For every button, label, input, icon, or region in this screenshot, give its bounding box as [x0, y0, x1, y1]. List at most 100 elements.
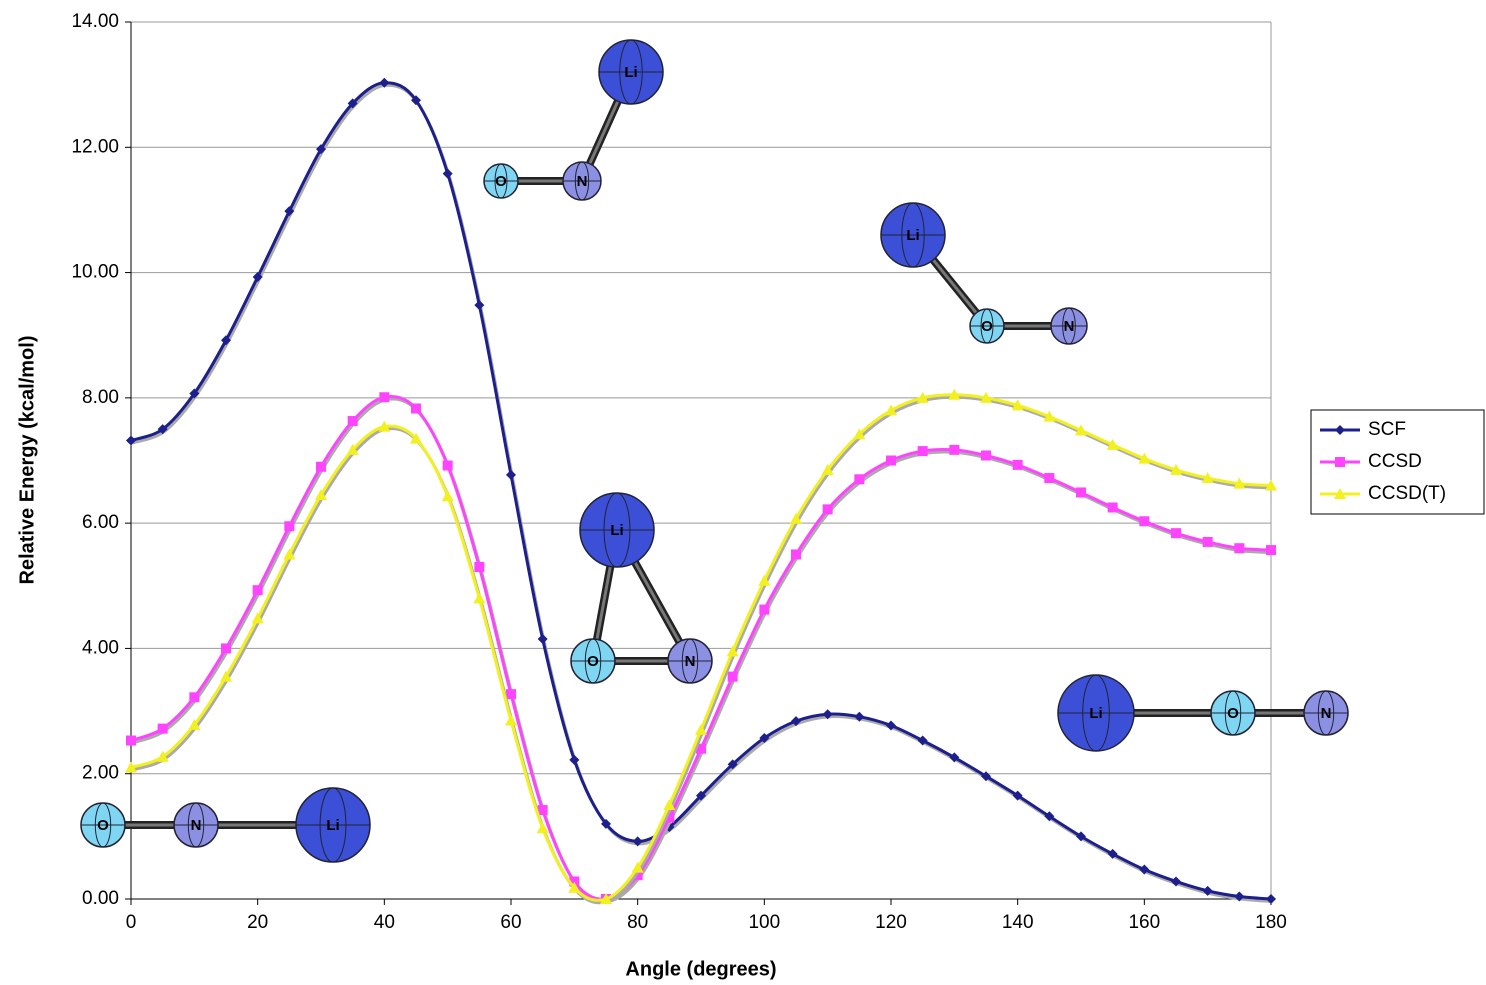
marker	[1107, 848, 1118, 859]
marker	[695, 723, 707, 735]
marker	[1171, 876, 1181, 887]
marker	[188, 718, 201, 730]
marker	[696, 743, 706, 754]
marker	[379, 77, 390, 88]
marker	[759, 733, 770, 744]
marker	[378, 420, 391, 432]
y-tick-label: 0.00	[82, 888, 119, 909]
marker	[1012, 459, 1023, 470]
marker	[221, 335, 231, 346]
marker	[474, 561, 485, 572]
marker	[283, 548, 296, 560]
x-tick-label: 40	[374, 912, 395, 933]
marker	[284, 206, 295, 217]
atom-label: O	[97, 817, 109, 834]
marker	[347, 416, 358, 427]
x-tick-label: 160	[1128, 912, 1160, 933]
marker	[537, 805, 548, 816]
atom-label: Li	[906, 227, 919, 244]
atom-label: O	[1227, 705, 1239, 722]
marker	[157, 723, 168, 734]
marker	[949, 752, 960, 763]
marker	[1202, 536, 1213, 547]
legend-label: CCSD(T)	[1368, 483, 1446, 504]
atom-label: O	[981, 318, 993, 335]
marker	[821, 463, 834, 475]
marker	[1171, 528, 1181, 539]
marker	[473, 592, 486, 604]
y-tick-label: 10.00	[71, 262, 119, 283]
marker	[631, 861, 644, 873]
marker	[410, 432, 422, 444]
molecule: O N Li	[483, 39, 664, 201]
x-tick-label: 60	[500, 912, 521, 933]
marker	[853, 428, 866, 440]
atom-label: N	[1064, 318, 1075, 335]
marker	[157, 424, 168, 435]
marker	[822, 709, 833, 720]
marker	[1044, 811, 1055, 822]
marker	[189, 388, 200, 399]
y-tick-label: 6.00	[82, 512, 119, 533]
marker	[664, 812, 675, 823]
marker	[1266, 894, 1276, 904]
marker	[189, 692, 200, 703]
marker	[1138, 452, 1151, 464]
marker	[885, 404, 897, 416]
marker	[221, 643, 231, 654]
marker	[284, 521, 295, 532]
marker	[568, 881, 581, 893]
marker	[1233, 477, 1246, 489]
marker	[1201, 472, 1214, 484]
marker	[442, 168, 453, 179]
molecule: O N Li	[80, 787, 371, 863]
marker	[346, 443, 359, 455]
atom-label: N	[685, 653, 696, 670]
atom-label: Li	[1089, 705, 1102, 722]
marker	[726, 645, 739, 657]
marker	[632, 836, 643, 847]
marker	[505, 714, 517, 726]
marker	[316, 144, 326, 155]
marker	[1076, 831, 1086, 842]
marker	[822, 504, 833, 515]
marker	[251, 612, 264, 624]
marker	[981, 450, 991, 461]
marker	[1139, 516, 1150, 527]
marker	[126, 735, 136, 746]
marker	[854, 711, 865, 722]
marker	[696, 790, 706, 801]
marker	[727, 759, 738, 770]
marker	[1266, 545, 1276, 556]
marker	[315, 488, 327, 500]
marker	[1202, 885, 1213, 896]
marker	[474, 300, 485, 311]
molecule: Li O N	[1057, 674, 1349, 752]
marker	[791, 549, 801, 560]
marker	[1234, 891, 1245, 902]
marker	[917, 446, 928, 457]
atom-label: N	[1321, 705, 1332, 722]
marker	[917, 735, 928, 746]
marker	[727, 671, 738, 682]
marker	[252, 585, 263, 596]
x-tick-label: 120	[875, 912, 907, 933]
marker	[1106, 438, 1119, 450]
marker	[411, 403, 421, 414]
y-tick-label: 14.00	[71, 11, 119, 32]
marker	[1335, 425, 1345, 435]
y-tick-label: 12.00	[71, 136, 119, 157]
marker	[156, 750, 169, 762]
x-tick-label: 180	[1255, 912, 1287, 933]
marker	[1011, 399, 1024, 411]
marker	[981, 771, 991, 782]
series-line	[130, 81, 1272, 901]
marker	[601, 818, 611, 829]
marker	[632, 870, 643, 881]
marker	[759, 604, 770, 615]
y-axis-title: Relative Energy (kcal/mol)	[16, 336, 38, 585]
legend-label: SCF	[1368, 419, 1406, 440]
y-tick-label: 2.00	[82, 763, 119, 784]
marker	[1075, 424, 1087, 436]
